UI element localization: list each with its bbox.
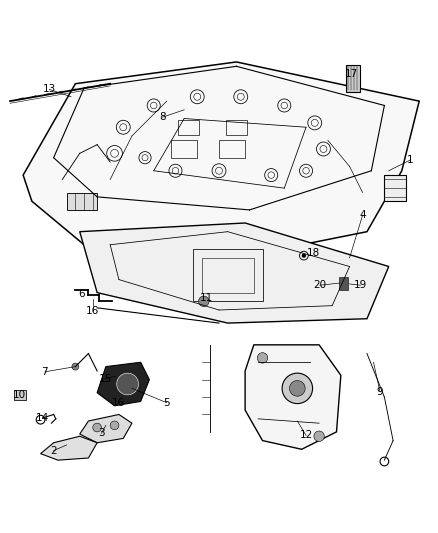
Text: 16: 16 <box>111 398 125 408</box>
Circle shape <box>314 431 324 441</box>
Polygon shape <box>245 345 341 449</box>
Polygon shape <box>80 223 389 323</box>
Circle shape <box>72 363 79 370</box>
Polygon shape <box>80 415 132 443</box>
Text: 4: 4 <box>359 210 366 220</box>
Circle shape <box>302 254 306 258</box>
Circle shape <box>93 423 102 432</box>
Text: 10: 10 <box>13 390 26 400</box>
Text: 12: 12 <box>300 430 313 440</box>
FancyBboxPatch shape <box>67 192 97 210</box>
Text: 17: 17 <box>345 69 358 79</box>
Text: 11: 11 <box>199 293 212 303</box>
Circle shape <box>282 373 313 403</box>
Text: 6: 6 <box>78 289 85 299</box>
Text: 13: 13 <box>42 84 56 94</box>
FancyBboxPatch shape <box>14 390 26 400</box>
Text: 16: 16 <box>86 306 99 316</box>
Text: 2: 2 <box>50 446 57 456</box>
Text: 19: 19 <box>354 280 367 290</box>
Circle shape <box>198 296 209 306</box>
Text: 14: 14 <box>36 413 49 423</box>
Polygon shape <box>97 362 149 406</box>
Text: 3: 3 <box>98 428 105 438</box>
Text: 5: 5 <box>163 398 170 408</box>
Text: 18: 18 <box>307 248 321 259</box>
Circle shape <box>117 373 138 395</box>
Circle shape <box>110 421 119 430</box>
FancyBboxPatch shape <box>346 65 360 92</box>
Text: 20: 20 <box>314 280 327 290</box>
Circle shape <box>290 381 305 396</box>
Circle shape <box>257 353 268 363</box>
Text: 15: 15 <box>99 374 112 384</box>
FancyBboxPatch shape <box>385 175 406 201</box>
Text: 1: 1 <box>407 155 414 165</box>
Text: 8: 8 <box>159 112 166 122</box>
Polygon shape <box>41 436 97 460</box>
Text: 9: 9 <box>377 387 383 397</box>
FancyBboxPatch shape <box>339 277 348 289</box>
Text: 7: 7 <box>42 367 48 377</box>
Polygon shape <box>23 62 419 258</box>
